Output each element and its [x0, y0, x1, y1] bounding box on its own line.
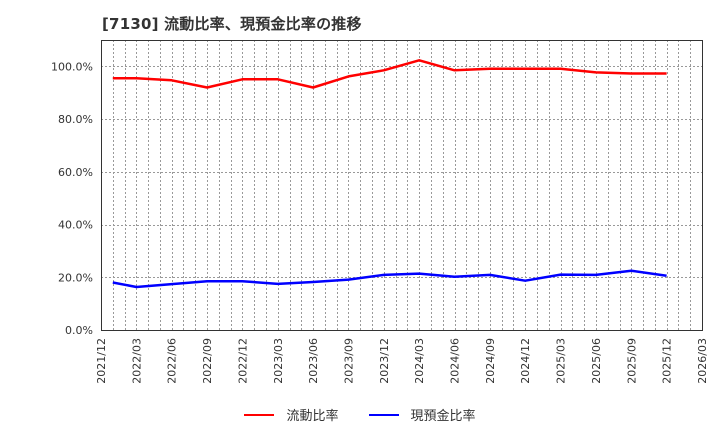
x-tick-label: 2023/06 — [307, 338, 320, 384]
x-tick-label: 2021/12 — [95, 338, 108, 384]
legend: 流動比率 現預金比率 — [0, 405, 720, 424]
x-tick-label: 2022/06 — [166, 338, 179, 384]
cash-ratio-line — [112, 269, 667, 289]
x-tick-label: 2025/12 — [661, 338, 674, 384]
red-line-swatch-icon — [244, 413, 275, 416]
x-tick-label: 2025/03 — [555, 338, 568, 384]
x-tick-label: 2022/12 — [236, 338, 249, 384]
x-tick-label: 2022/09 — [201, 338, 214, 384]
x-axis: 2021/12 2022/03 2022/06 2022/09 2022/12 2023/… — [95, 338, 709, 384]
x-tick-label: 2024/12 — [519, 338, 532, 384]
y-tick-label: 60.0% — [58, 166, 93, 179]
legend-item-current-ratio[interactable]: 流動比率 — [244, 405, 339, 424]
x-tick-label: 2024/06 — [449, 338, 462, 384]
x-tick-label: 2026/03 — [696, 338, 709, 384]
y-tick-label: 80.0% — [58, 113, 93, 126]
y-tick-label: 100.0% — [51, 60, 93, 73]
blue-line-swatch-icon — [368, 413, 399, 416]
legend-label-current-ratio: 流動比率 — [286, 409, 339, 424]
current-ratio-line — [112, 59, 667, 89]
y-tick-label: 0.0% — [65, 324, 93, 337]
plot-frame — [101, 40, 703, 331]
x-tick-label: 2022/03 — [130, 338, 143, 384]
x-tick-label: 2024/09 — [484, 338, 497, 384]
y-axis: 0.0% 20.0% 40.0% 60.0% 80.0% 100.0% — [51, 60, 93, 337]
data-lines — [112, 59, 667, 289]
legend-label-cash-ratio: 現預金比率 — [410, 409, 476, 424]
legend-item-cash-ratio[interactable]: 現預金比率 — [368, 405, 476, 424]
y-tick-label: 20.0% — [58, 271, 93, 284]
x-tick-label: 2025/09 — [625, 338, 638, 384]
x-tick-label: 2025/06 — [590, 338, 603, 384]
x-tick-label: 2024/03 — [413, 338, 426, 384]
x-tick-label: 2023/09 — [342, 338, 355, 384]
y-tick-label: 40.0% — [58, 219, 93, 232]
x-tick-label: 2023/03 — [272, 338, 285, 384]
x-tick-label: 2023/12 — [378, 338, 391, 384]
chart-title: [7130] 流動比率、現預金比率の推移 — [102, 15, 362, 33]
